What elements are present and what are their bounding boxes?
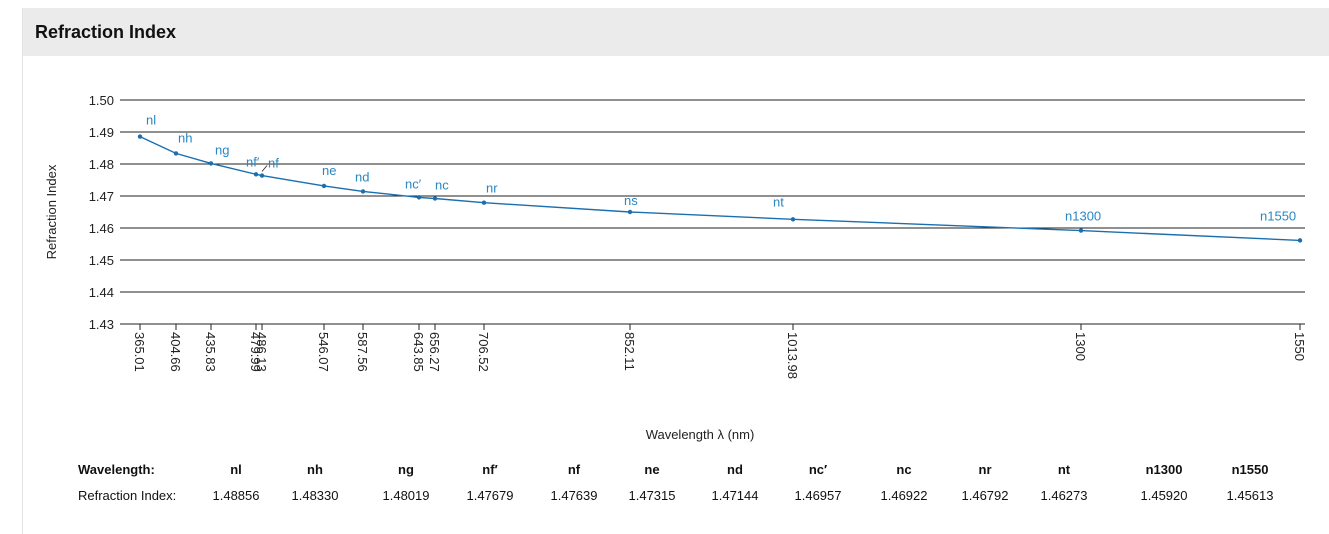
data-point [416,195,422,200]
nf-label-connector [261,165,268,172]
panel-header: Refraction Index [23,8,1329,56]
x-tick-label: 486.13 [254,332,269,372]
y-tick-label: 1.46 [89,221,114,236]
data-point [481,200,487,205]
table-value-cell: 1.48856 [212,488,260,503]
x-tick-label: 852.11 [622,332,637,371]
x-tick-label: 1013.98 [785,332,800,379]
data-point-label: nc [435,177,449,192]
data-point [208,161,214,166]
panel-title: Refraction Index [35,21,177,42]
data-point-label: nf′ [246,154,260,169]
y-tick-label: 1.43 [89,317,114,332]
x-axis-title: Wavelength λ (nm) [646,427,755,442]
data-point-label: ng [215,142,229,157]
y-tick-label: 1.45 [89,253,114,268]
x-tick-label: 1300 [1073,332,1088,361]
x-tick-label: 365.01 [132,332,147,372]
table-header-cell: ne [644,462,660,477]
table-header-cell: nd [727,462,743,477]
table-value-cell: 1.47679 [466,488,514,503]
table-value-cell: 1.48330 [291,488,339,503]
x-tick-label: 706.52 [476,332,491,372]
data-point-label: ns [624,193,638,208]
x-tick-label: 1550 [1292,332,1307,361]
x-tick-label: 435.83 [203,332,218,372]
x-tick-label: 587.56 [355,332,370,372]
y-tick-label: 1.49 [89,125,114,140]
data-point [1078,228,1084,233]
data-point-label: n1300 [1065,209,1101,224]
data-point [432,196,438,201]
data-point-label: nt [773,194,784,209]
x-tick-label: 643.85 [411,332,426,372]
table-value-cell: 1.48019 [382,488,430,503]
table-header-cell: ng [398,462,414,477]
table-header-cell: nl [230,462,242,477]
data-point [173,151,179,156]
data-point [321,183,327,189]
table-value-cell: 1.45920 [1140,488,1188,503]
data-point [360,189,366,194]
refraction-row-label: Refraction Index: [78,488,177,503]
refraction-index-panel: Refraction Index [22,8,1329,534]
series-line [139,135,1301,242]
table-value-cell: 1.47315 [628,488,676,503]
table-header-cell: nc [896,462,912,477]
data-point [790,217,796,222]
table-value-cell: 1.46273 [1040,488,1088,503]
table-value-cell: 1.46922 [880,488,928,503]
table-header-cell: nf [567,462,581,477]
data-point [259,173,265,178]
y-tick-label: 1.48 [89,157,114,172]
table-value-cell: 1.46957 [794,488,842,503]
data-point-label: nf [268,156,279,171]
data-point [627,209,633,215]
data-point [137,134,143,139]
data-point-label: n1550 [1260,208,1296,223]
table-header-cell: n1300 [1145,462,1183,477]
y-axis-title: Refraction Index [44,164,59,259]
table-header-cell: nh [307,462,323,477]
data-point-label: nh [178,130,192,145]
data-point-label: nd [355,169,369,184]
data-point [1297,238,1303,243]
data-point-label: nc′ [405,176,422,191]
data-point-label: nl [146,113,156,128]
wavelength-row-label: Wavelength: [78,462,155,477]
y-tick-label: 1.47 [89,189,114,204]
table-header-cell: nt [1057,462,1071,477]
table-header-cell: nr [978,462,992,477]
x-tick-label: 656.27 [427,332,442,372]
data-point [253,172,259,177]
table-value-cell: 1.47639 [550,488,598,503]
table-header-cell: n1550 [1231,462,1269,477]
x-tick-label: 479.99 [248,332,263,372]
table-value-cell: 1.46792 [961,488,1009,503]
x-tick-label: 404.66 [168,332,183,372]
x-tick-label: 546.07 [316,332,331,372]
table-header-cell: nf′ [482,462,498,477]
y-tick-label: 1.44 [89,285,114,300]
data-point-label: nr [486,181,498,196]
y-tick-label: 1.50 [89,93,114,108]
table-value-cell: 1.45613 [1226,488,1274,503]
data-point-label: ne [322,163,336,178]
table-value-cell: 1.47144 [711,488,759,503]
table-header-cell: nc′ [808,462,828,477]
